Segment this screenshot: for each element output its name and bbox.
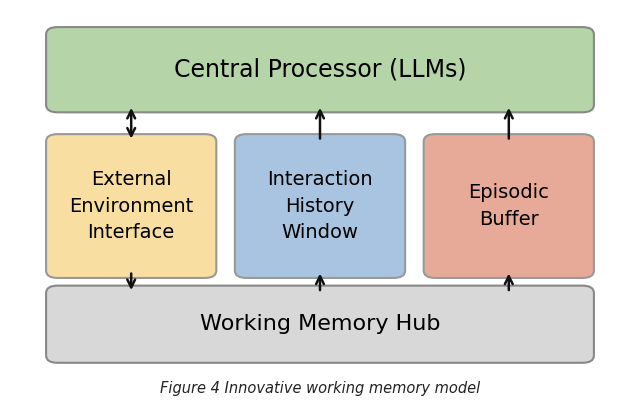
FancyBboxPatch shape <box>235 134 405 278</box>
Text: External
Environment
Interface: External Environment Interface <box>69 170 193 242</box>
FancyBboxPatch shape <box>46 134 216 278</box>
Text: Episodic
Buffer: Episodic Buffer <box>468 183 549 229</box>
FancyBboxPatch shape <box>46 286 594 363</box>
Text: Interaction
History
Window: Interaction History Window <box>267 170 373 242</box>
Text: Figure 4 Innovative working memory model: Figure 4 Innovative working memory model <box>160 381 480 396</box>
Text: Working Memory Hub: Working Memory Hub <box>200 314 440 334</box>
Text: Central Processor (LLMs): Central Processor (LLMs) <box>173 58 467 82</box>
FancyBboxPatch shape <box>424 134 594 278</box>
FancyBboxPatch shape <box>46 27 594 112</box>
